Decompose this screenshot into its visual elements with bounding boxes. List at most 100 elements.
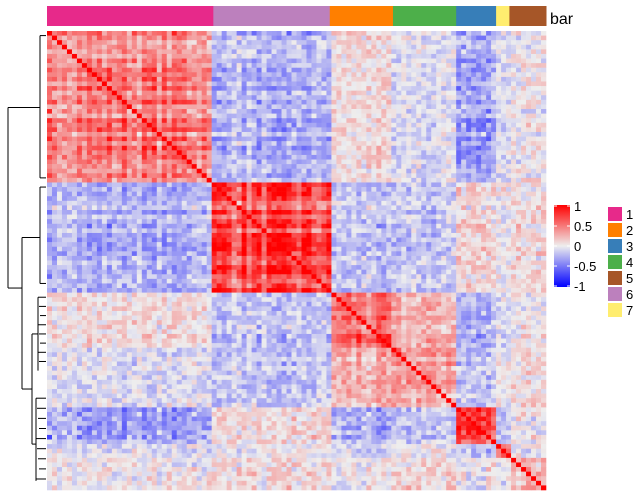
heatmap-cell bbox=[516, 237, 522, 243]
heatmap-cell bbox=[321, 164, 327, 169]
heatmap-cell bbox=[196, 255, 202, 261]
heatmap-cell bbox=[371, 246, 377, 252]
heatmap-cell bbox=[166, 196, 173, 202]
heatmap-cell bbox=[326, 164, 332, 169]
heatmap-cell bbox=[286, 49, 292, 55]
heatmap-cell bbox=[251, 214, 257, 220]
heatmap-cell bbox=[246, 214, 252, 220]
heatmap-cell bbox=[486, 31, 492, 36]
heatmap-cell bbox=[376, 251, 382, 257]
heatmap-cell bbox=[176, 150, 183, 156]
heatmap-cell bbox=[61, 150, 68, 156]
heatmap-cell bbox=[136, 214, 143, 220]
heatmap-cell bbox=[181, 99, 188, 105]
heatmap-cell bbox=[186, 191, 193, 197]
heatmap-cell bbox=[466, 237, 472, 243]
heatmap-cell bbox=[261, 118, 267, 124]
heatmap-cell bbox=[401, 104, 407, 110]
heatmap-cell bbox=[281, 255, 287, 261]
heatmap-cell bbox=[211, 127, 217, 133]
heatmap-cell bbox=[251, 67, 257, 73]
heatmap-cell bbox=[296, 90, 302, 96]
heatmap-cell bbox=[71, 200, 78, 206]
heatmap-cell bbox=[61, 81, 68, 87]
heatmap-cell bbox=[411, 58, 417, 64]
heatmap-cell bbox=[161, 145, 168, 151]
heatmap-cell bbox=[146, 35, 153, 41]
heatmap-cell bbox=[496, 246, 502, 252]
heatmap-cell bbox=[201, 168, 207, 174]
heatmap-cell bbox=[411, 44, 417, 50]
heatmap-cell bbox=[391, 223, 397, 229]
heatmap-cell bbox=[151, 104, 158, 110]
heatmap-cell bbox=[161, 210, 168, 215]
heatmap-cell bbox=[161, 232, 168, 238]
heatmap-cell bbox=[311, 63, 317, 69]
heatmap-cell bbox=[126, 251, 133, 257]
heatmap-cell bbox=[86, 35, 93, 41]
heatmap-cell bbox=[51, 210, 58, 215]
heatmap-cell bbox=[136, 40, 143, 46]
heatmap-cell bbox=[266, 145, 272, 151]
heatmap-cell bbox=[331, 223, 337, 229]
heatmap-cell bbox=[186, 40, 193, 46]
heatmap-cell bbox=[141, 164, 148, 169]
heatmap-cell bbox=[221, 76, 227, 82]
heatmap-cell bbox=[381, 118, 387, 124]
heatmap-cell bbox=[91, 210, 98, 215]
heatmap-cell bbox=[506, 210, 512, 215]
heatmap-cell bbox=[126, 159, 133, 165]
heatmap-cell bbox=[466, 72, 472, 78]
heatmap-cell bbox=[251, 76, 257, 82]
heatmap-cell bbox=[201, 113, 207, 119]
heatmap-cell bbox=[521, 187, 527, 192]
heatmap-cell bbox=[61, 255, 68, 261]
heatmap-cell bbox=[186, 168, 193, 174]
heatmap-cell bbox=[396, 228, 402, 234]
heatmap-cell bbox=[541, 150, 547, 156]
heatmap-cell bbox=[131, 44, 138, 50]
heatmap-cell bbox=[126, 242, 133, 248]
heatmap-cell bbox=[436, 136, 442, 142]
heatmap-cell bbox=[146, 104, 153, 110]
heatmap-cell bbox=[201, 214, 207, 220]
heatmap-cell bbox=[141, 113, 148, 119]
heatmap-cell bbox=[81, 122, 88, 128]
heatmap-cell bbox=[86, 31, 93, 36]
heatmap-cell bbox=[76, 159, 83, 165]
heatmap-cell bbox=[476, 118, 482, 124]
heatmap-cell bbox=[541, 86, 547, 91]
heatmap-cell bbox=[266, 255, 272, 261]
heatmap-cell bbox=[116, 44, 123, 50]
heatmap-cell bbox=[286, 99, 292, 105]
heatmap-cell bbox=[171, 40, 178, 46]
heatmap-cell bbox=[426, 131, 432, 137]
heatmap-cell bbox=[366, 242, 372, 248]
heatmap-cell bbox=[111, 145, 118, 151]
heatmap-cell bbox=[311, 86, 317, 91]
heatmap-cell bbox=[416, 232, 422, 238]
heatmap-cell bbox=[91, 173, 98, 179]
heatmap-cell bbox=[346, 182, 352, 188]
heatmap-cell bbox=[106, 113, 113, 119]
heatmap-cell bbox=[336, 187, 342, 192]
heatmap-cell bbox=[101, 44, 108, 50]
heatmap-cell bbox=[486, 99, 492, 105]
heatmap-cell bbox=[341, 49, 347, 55]
heatmap-cell bbox=[446, 67, 452, 73]
heatmap-cell bbox=[526, 251, 532, 257]
heatmap-cell bbox=[201, 232, 207, 238]
heatmap-cell bbox=[511, 196, 517, 202]
heatmap-cell bbox=[311, 255, 317, 261]
heatmap-cell bbox=[326, 182, 332, 188]
heatmap-cell bbox=[96, 118, 103, 124]
heatmap-cell bbox=[346, 177, 352, 183]
heatmap-cell bbox=[156, 76, 163, 82]
heatmap-cell bbox=[316, 205, 322, 211]
heatmap-cell bbox=[211, 191, 217, 197]
heatmap-cell bbox=[361, 159, 367, 165]
heatmap-cell bbox=[281, 58, 287, 64]
heatmap-cell bbox=[56, 95, 63, 101]
heatmap-cell bbox=[386, 58, 392, 64]
heatmap-cell bbox=[506, 196, 512, 202]
